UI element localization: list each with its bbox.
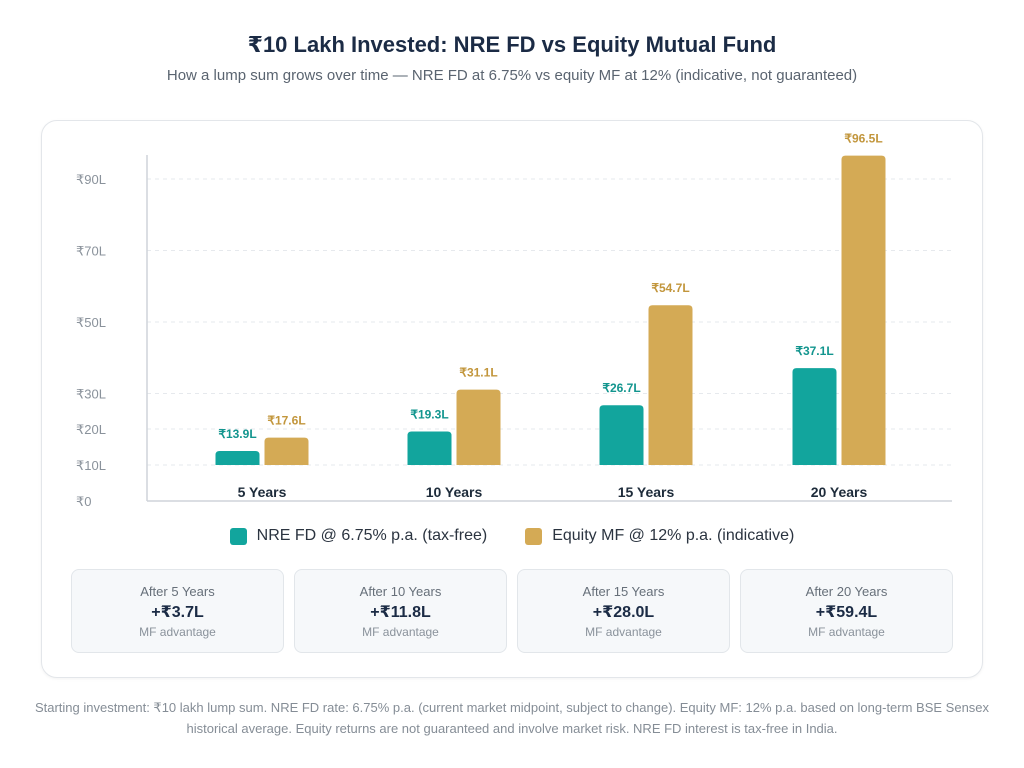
bar-value-label: ₹96.5L xyxy=(844,132,882,146)
bar-equity-mf xyxy=(841,155,886,465)
stat-value: +₹59.4L xyxy=(815,604,878,621)
stat-sub: MF advantage xyxy=(139,625,216,639)
stat-sub: MF advantage xyxy=(808,625,885,639)
stat-card-15y: After 15 Years +₹28.0L MF advantage xyxy=(517,569,730,653)
legend-label-equity-mf: Equity MF @ 12% p.a. (indicative) xyxy=(552,527,795,544)
y-tick-label: ₹50L xyxy=(76,315,106,330)
chart-subtitle: How a lump sum grows over time — NRE FD … xyxy=(166,67,858,84)
stat-value: +₹3.7L xyxy=(151,604,204,621)
bar-value-label: ₹17.6L xyxy=(267,414,305,428)
y-tick-label: ₹0 xyxy=(76,494,92,509)
x-tick-label: 20 Years xyxy=(811,484,868,500)
stat-label: After 15 Years xyxy=(582,584,665,599)
y-tick-label: ₹10L xyxy=(76,458,106,473)
stat-label: After 10 Years xyxy=(359,584,442,599)
bar-nre-fd xyxy=(215,450,260,465)
legend-label-nre-fd: NRE FD @ 6.75% p.a. (tax-free) xyxy=(256,527,488,544)
bar-value-label: ₹37.1L xyxy=(795,344,833,358)
stat-value: +₹28.0L xyxy=(592,604,655,621)
advantage-summary: After 5 Years +₹3.7L MF advantage After … xyxy=(71,569,953,653)
footnote: Starting investment: ₹10 lakh lump sum. … xyxy=(34,700,990,736)
bar-equity-mf xyxy=(648,305,693,465)
legend-swatch-equity-mf xyxy=(525,527,543,545)
bar-value-label: ₹31.1L xyxy=(459,366,497,380)
legend-item-nre-fd: NRE FD @ 6.75% p.a. (tax-free) xyxy=(229,527,488,545)
stat-card-10y: After 10 Years +₹11.8L MF advantage xyxy=(294,569,507,653)
stat-card-5y: After 5 Years +₹3.7L MF advantage xyxy=(71,569,284,653)
x-tick-label: 10 Years xyxy=(426,484,483,500)
chart-title: ₹10 Lakh Invested: NRE FD vs Equity Mutu… xyxy=(247,32,777,57)
bar-value-label: ₹26.7L xyxy=(602,381,640,395)
x-tick-label: 5 Years xyxy=(238,484,287,500)
stat-label: After 20 Years xyxy=(805,584,888,599)
chart-legend: NRE FD @ 6.75% p.a. (tax-free) Equity MF… xyxy=(0,527,1024,545)
y-tick-label: ₹90L xyxy=(76,172,106,187)
bar-value-label: ₹19.3L xyxy=(410,408,448,422)
bar-nre-fd xyxy=(407,431,452,465)
legend-item-equity-mf: Equity MF @ 12% p.a. (indicative) xyxy=(525,527,794,545)
stat-value: +₹11.8L xyxy=(370,604,431,621)
x-tick-label: 15 Years xyxy=(618,484,675,500)
stat-sub: MF advantage xyxy=(585,625,662,639)
bar-equity-mf xyxy=(264,437,309,465)
bar-value-label: ₹13.9L xyxy=(218,427,256,441)
bar-equity-mf xyxy=(456,389,501,465)
stat-card-20y: After 20 Years +₹59.4L MF advantage xyxy=(740,569,953,653)
legend-swatch-nre-fd xyxy=(229,527,247,545)
bar-nre-fd xyxy=(599,405,644,465)
y-tick-label: ₹70L xyxy=(76,244,106,259)
stat-label: After 5 Years xyxy=(140,584,215,599)
y-tick-label: ₹20L xyxy=(76,422,106,437)
bar-value-label: ₹54.7L xyxy=(651,281,689,295)
stat-sub: MF advantage xyxy=(362,625,439,639)
y-tick-label: ₹30L xyxy=(76,387,106,402)
bar-nre-fd xyxy=(792,368,837,465)
